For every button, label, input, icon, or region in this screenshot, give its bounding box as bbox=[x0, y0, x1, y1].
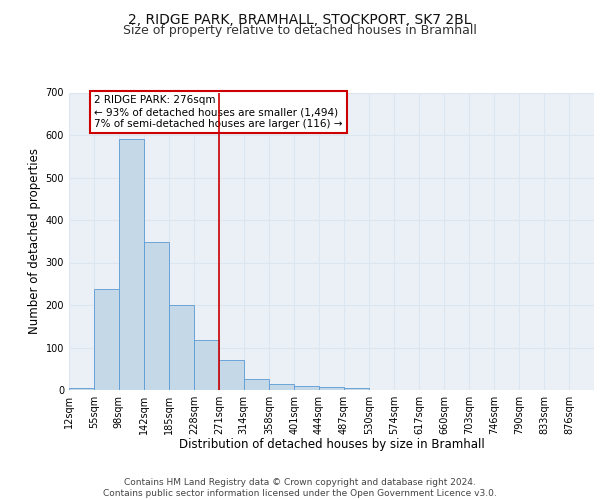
X-axis label: Distribution of detached houses by size in Bramhall: Distribution of detached houses by size … bbox=[179, 438, 484, 452]
Text: 2, RIDGE PARK, BRAMHALL, STOCKPORT, SK7 2BL: 2, RIDGE PARK, BRAMHALL, STOCKPORT, SK7 … bbox=[128, 12, 472, 26]
Bar bbox=[294, 386, 319, 390]
Bar bbox=[69, 388, 94, 390]
Bar bbox=[344, 388, 369, 390]
Bar bbox=[319, 387, 344, 390]
Bar bbox=[244, 378, 269, 390]
Text: 2 RIDGE PARK: 276sqm
← 93% of detached houses are smaller (1,494)
7% of semi-det: 2 RIDGE PARK: 276sqm ← 93% of detached h… bbox=[94, 96, 343, 128]
Bar bbox=[119, 139, 143, 390]
Bar bbox=[269, 384, 294, 390]
Y-axis label: Number of detached properties: Number of detached properties bbox=[28, 148, 41, 334]
Bar bbox=[144, 242, 169, 390]
Text: Contains HM Land Registry data © Crown copyright and database right 2024.
Contai: Contains HM Land Registry data © Crown c… bbox=[103, 478, 497, 498]
Bar bbox=[194, 340, 219, 390]
Bar bbox=[169, 305, 194, 390]
Bar bbox=[94, 289, 119, 390]
Text: Size of property relative to detached houses in Bramhall: Size of property relative to detached ho… bbox=[123, 24, 477, 37]
Bar bbox=[219, 360, 244, 390]
